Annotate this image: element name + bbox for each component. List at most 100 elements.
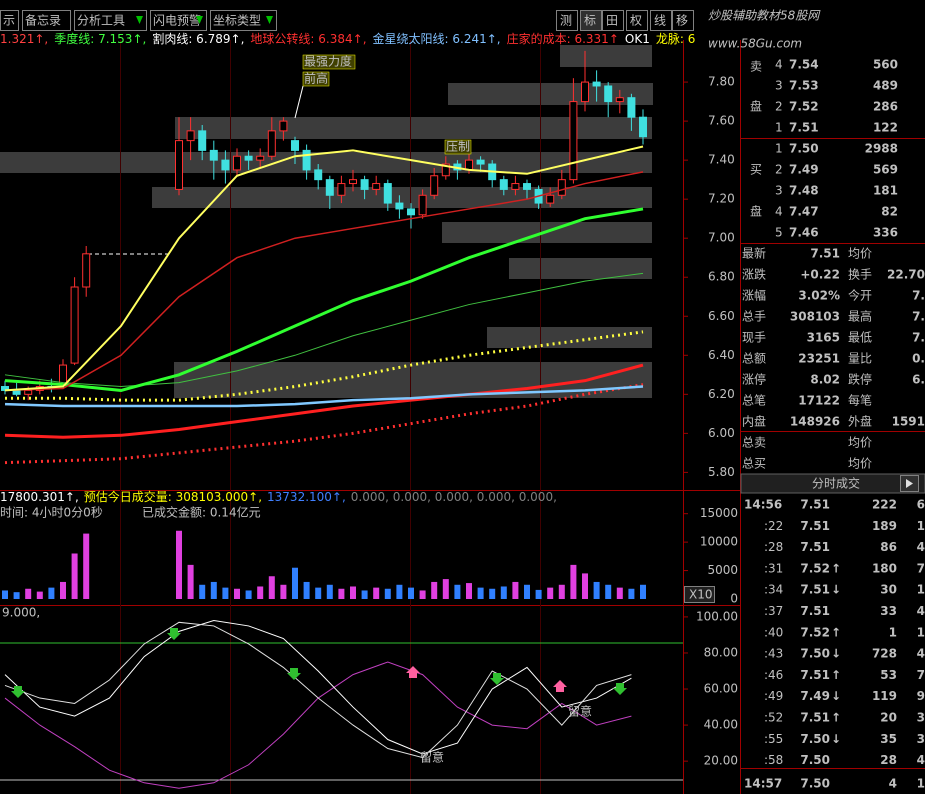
stat-value: 308103 [790, 310, 840, 324]
trade-direction: ↑ [831, 625, 841, 639]
volume-header: 17800.301↑, 预估今日成交量: 308103.000↑, 13732.10… [0, 489, 557, 504]
zone-box [487, 327, 652, 348]
trade-price: 7.50 [800, 776, 830, 790]
watermark-url: www.58Gu.com [708, 37, 802, 51]
candle-body [523, 183, 531, 190]
trade-count: 4 [917, 647, 925, 661]
trade-time: :52 [764, 711, 783, 725]
osc-header: 9.000, [2, 606, 40, 620]
toolbar-button[interactable] [0, 10, 19, 31]
volume-bar [628, 588, 635, 599]
toolbar-button[interactable] [556, 10, 578, 31]
toolbar-button[interactable] [650, 10, 672, 31]
y-tick-label: 5.80 [708, 465, 735, 479]
moving-average [4, 385, 644, 408]
toolbar-label[interactable]: 线 [654, 14, 666, 28]
y-tick-label: 7.60 [708, 114, 735, 128]
book-price: 7.52 [789, 100, 819, 114]
toolbar-label[interactable]: 示 [3, 14, 15, 28]
osc-annotation: 留意 [420, 750, 444, 765]
book-level: 3 [775, 79, 783, 93]
stat-value: 3165 [807, 331, 840, 345]
toolbar-button[interactable] [626, 10, 648, 31]
stat-label: 量比 [848, 352, 872, 366]
toolbar-label[interactable]: 分析工具 [77, 14, 125, 28]
toolbar-label[interactable]: 移 [676, 14, 688, 28]
candle-body [256, 155, 265, 161]
volume-bar [361, 590, 368, 599]
volume-bar [210, 581, 217, 599]
stat-label: 均价 [848, 436, 872, 450]
stat-label: 外盘 [848, 414, 872, 429]
trade-count: 1 [917, 519, 925, 533]
stat-value: 8.02 [810, 373, 840, 387]
candle-body [372, 183, 381, 190]
trade-count: 1 [917, 583, 925, 597]
book-price: 7.47 [789, 205, 819, 219]
trade-time: :43 [764, 647, 783, 661]
y-tick-label: 0 [730, 592, 738, 606]
annotation: 压制 [446, 140, 470, 154]
trade-price: 7.51 [800, 668, 830, 682]
stat-value: 17122 [798, 394, 840, 408]
annotation-box [444, 139, 472, 155]
toolbar-label[interactable]: 权 [630, 14, 642, 28]
trade-price: 7.51 [800, 604, 830, 618]
trade-direction: ↑ [831, 561, 841, 575]
toolbar-label[interactable]: 闪电预警 [153, 13, 201, 28]
book-volume: 569 [873, 163, 898, 177]
toolbar-label[interactable]: 坐标类型 [213, 14, 261, 28]
watermark-title: 炒股辅助教材58股网 [708, 9, 821, 23]
candle-body [511, 183, 520, 190]
toolbar-label[interactable]: 备忘录 [25, 13, 61, 28]
candle-body [615, 97, 624, 103]
trade-volume: 4 [889, 776, 897, 790]
scale-button[interactable] [684, 586, 715, 603]
toolbar-label[interactable]: 田 [606, 14, 618, 28]
stat-value: 7. [912, 310, 925, 324]
zone-box [560, 45, 652, 67]
scale-button-label[interactable]: X10 [689, 588, 713, 602]
trade-time: :40 [764, 625, 783, 639]
stat-label: 均价 [848, 247, 872, 261]
trade-volume: 180 [872, 561, 897, 575]
toolbar-button[interactable] [580, 10, 602, 31]
zone-box [448, 83, 653, 105]
toolbar-label[interactable]: 标 [584, 14, 596, 28]
trade-time: 14:57 [744, 776, 782, 790]
buy-signal [406, 666, 420, 678]
toolbar-button[interactable] [672, 10, 694, 31]
stat-label: 总买 [742, 457, 766, 471]
toolbar-label[interactable]: 测 [560, 14, 572, 28]
trade-volume: 1 [889, 625, 897, 639]
candle-body [175, 140, 183, 190]
stat-value: 0. [912, 352, 925, 366]
trade-time: :28 [764, 540, 783, 554]
candle-body [499, 179, 508, 190]
zone-box [175, 117, 652, 139]
candle-body [221, 159, 230, 171]
candle-body [627, 97, 636, 118]
book-volume: 560 [873, 58, 898, 72]
volume-bar [326, 584, 333, 599]
volume-header-value: 17800.301↑, [0, 490, 79, 504]
book-price: 7.46 [789, 226, 819, 240]
toolbar-button[interactable] [74, 10, 147, 31]
stat-value: 7. [912, 289, 925, 303]
candle-body [546, 194, 555, 204]
dropdown-icon [196, 16, 203, 24]
volume-bar [292, 567, 298, 599]
y-tick-label: 20.00 [704, 754, 738, 768]
stat-value: 6. [912, 373, 925, 387]
buy-signal [553, 680, 567, 692]
toolbar-button[interactable] [602, 10, 624, 31]
toolbar-button[interactable] [210, 10, 277, 31]
volume-bar [373, 587, 380, 599]
indicator-value: 季度线: 7.153↑, [54, 31, 146, 46]
trade-time: :34 [764, 583, 783, 597]
y-tick-label: 7.00 [708, 231, 735, 245]
toolbar-button[interactable] [150, 10, 207, 31]
book-level: 2 [775, 163, 783, 177]
toolbar-button[interactable] [22, 10, 71, 31]
